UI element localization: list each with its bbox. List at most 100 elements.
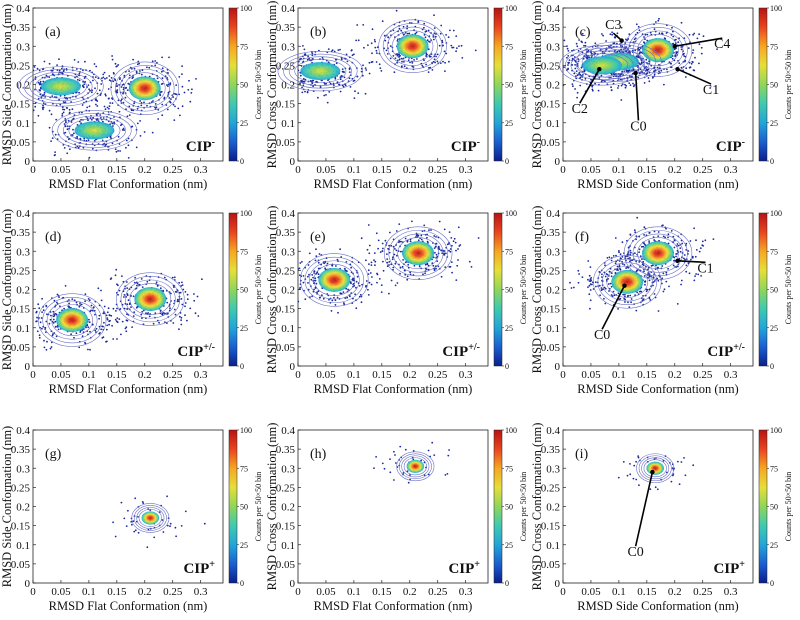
scatter-point	[601, 276, 603, 278]
scatter-point	[376, 281, 378, 284]
scatter-point	[115, 65, 118, 68]
scatter-point	[107, 307, 110, 310]
scatter-point	[58, 98, 60, 101]
scatter-point	[127, 137, 130, 140]
scatter-point	[404, 269, 406, 272]
scatter-point	[624, 86, 627, 89]
scatter-point	[166, 524, 169, 527]
scatter-point	[399, 445, 402, 448]
scatter-point	[348, 68, 351, 71]
scatter-point	[41, 327, 43, 330]
scatter-point	[355, 307, 358, 310]
scatter-point	[458, 45, 460, 47]
scatter-point	[404, 273, 407, 276]
scatter-point	[353, 97, 356, 99]
x-axis-label: RMSD Side Conformation (nm)	[577, 177, 738, 191]
scatter-point	[351, 54, 354, 57]
y-tick-label: 0.4	[546, 208, 560, 220]
scatter-point	[607, 283, 610, 285]
scatter-point	[371, 276, 373, 278]
scatter-point	[79, 137, 82, 140]
scatter-point	[46, 340, 48, 343]
scatter-point	[590, 79, 593, 81]
scatter-point	[78, 72, 81, 75]
colorbar	[228, 212, 238, 367]
scatter-point	[640, 245, 643, 248]
scatter-point	[586, 56, 589, 59]
scatter-point	[694, 275, 696, 277]
scatter-point	[111, 102, 114, 104]
scatter-point	[617, 476, 620, 479]
y-tick-label: 0.3	[281, 246, 295, 258]
scatter-point	[306, 91, 309, 94]
scatter-point	[580, 66, 583, 69]
scatter-point	[317, 290, 320, 293]
scatter-point	[584, 77, 587, 80]
scatter-point	[448, 249, 450, 252]
scatter-point	[457, 226, 460, 229]
scatter-point	[425, 63, 427, 66]
y-tick-label: 0	[25, 361, 31, 373]
scatter-point	[604, 302, 607, 305]
scatter-point	[420, 234, 423, 237]
scatter-point	[434, 61, 436, 64]
scatter-point	[327, 48, 330, 50]
scatter-point	[125, 146, 127, 149]
scatter-point	[362, 24, 365, 26]
scatter-point	[69, 148, 71, 151]
scatter-point	[114, 62, 117, 65]
x-tick-label: 0.15	[637, 164, 657, 176]
scatter-point	[639, 255, 642, 258]
scatter-point	[434, 251, 436, 254]
colorbar-tick-label: 100	[240, 209, 252, 218]
scatter-point	[43, 339, 45, 342]
scatter-point	[617, 87, 619, 89]
scatter-point	[118, 110, 121, 113]
scatter-point	[140, 313, 143, 316]
scatter-point	[443, 50, 446, 53]
scatter-point	[106, 106, 109, 109]
arrow-head	[633, 70, 638, 76]
scatter-point	[683, 457, 685, 459]
scatter-point	[367, 288, 369, 291]
scatter-point	[317, 267, 320, 270]
y-tick-label: 0.1	[281, 323, 295, 335]
scatter-point	[166, 301, 169, 304]
scatter-point	[428, 40, 430, 43]
scatter-point	[591, 55, 593, 57]
scatter-point	[133, 102, 136, 105]
x-tick-label: 0.1	[612, 369, 626, 381]
scatter-point	[675, 52, 678, 55]
scatter-point	[617, 85, 620, 87]
scatter-point	[174, 526, 177, 529]
annotation-arrow	[601, 285, 626, 330]
y-tick-label: 0.2	[16, 285, 30, 297]
colorbar-tick-label: 25	[770, 541, 778, 550]
annotation-arrow	[634, 72, 640, 121]
density-contour	[382, 23, 443, 70]
scatter-point	[113, 78, 116, 80]
scatter-point	[36, 330, 39, 333]
scatter-point	[427, 71, 430, 73]
scatter-point	[685, 67, 688, 70]
scatter-point	[56, 293, 59, 296]
scatter-point	[661, 265, 664, 267]
scatter-point	[81, 111, 83, 114]
panel-a: 0 0.05 0.1 0.15 0.2 0.25 0.300.050.10.150.20.2…	[0, 3, 263, 191]
density-contour	[597, 258, 657, 305]
scatter-point	[573, 286, 575, 289]
y-tick-label: 0.05	[541, 342, 561, 354]
panel-e: 0 0.05 0.1 0.15 0.2 0.25 0.300.050.10.150.20.2…	[265, 206, 528, 396]
scatter-point	[90, 118, 93, 121]
scatter-point	[680, 279, 683, 282]
y-tick-label: 0.35	[11, 22, 31, 34]
scatter-point	[648, 80, 651, 83]
scatter-point	[326, 262, 329, 265]
colorbar-tick-label: 50	[770, 503, 778, 512]
scatter-point	[680, 461, 683, 463]
scatter-point	[415, 31, 418, 34]
scatter-point	[672, 35, 675, 38]
system-label: CIP+	[448, 559, 480, 577]
x-tick-label: 0.25	[163, 164, 183, 176]
scatter-point	[695, 249, 698, 251]
